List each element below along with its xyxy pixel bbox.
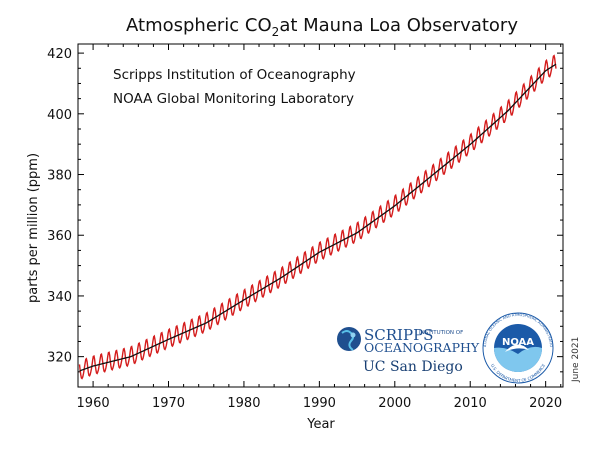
plot-frame xyxy=(77,43,564,388)
date-stamp: June 2021 xyxy=(571,337,581,383)
scripps-logo-institution: INSTITUTION OF xyxy=(419,330,463,336)
y-tick-label: 380 xyxy=(47,169,72,184)
x-tick-label: 1970 xyxy=(152,396,185,411)
y-axis-title: parts per million (ppm) xyxy=(26,153,41,303)
y-tick-label: 400 xyxy=(47,108,72,123)
chart-title-subscript: 2 xyxy=(272,25,280,39)
y-axis: 320 340 360 380 400 420 xyxy=(47,47,563,373)
annotation-scripps: Scripps Institution of Oceanography xyxy=(113,67,356,83)
scripps-logo-name: SCRIPPS xyxy=(364,326,433,344)
x-tick-label: 1960 xyxy=(77,396,110,411)
x-tick-label: 2010 xyxy=(454,396,487,411)
scripps-logo-oceanography: OCEANOGRAPHY xyxy=(364,340,480,355)
x-axis-title: Year xyxy=(306,417,335,432)
series-trend-line xyxy=(79,63,557,372)
chart-title-suffix: at Mauna Loa Observatory xyxy=(279,15,518,36)
noaa-seal-icon: NOAA NATIONAL OCEANIC AND ATMOSPHERIC AD… xyxy=(0,0,554,384)
y-tick-label: 340 xyxy=(47,290,72,305)
x-tick-label: 1980 xyxy=(227,396,260,411)
y-tick-label: 320 xyxy=(47,351,72,366)
y-tick-label: 420 xyxy=(47,47,72,62)
x-tick-label: 2020 xyxy=(529,396,562,411)
x-tick-label: 1990 xyxy=(303,396,336,411)
x-tick-label: 2000 xyxy=(378,396,411,411)
x-axis: 1960 1970 1980 1990 2000 2010 2020 xyxy=(77,44,562,411)
noaa-seal-text: NOAA xyxy=(502,337,534,348)
chart-title-main: Atmospheric CO xyxy=(126,15,272,36)
scripps-globe-icon xyxy=(337,327,361,351)
scripps-logo: SCRIPPS INSTITUTION OF OCEANOGRAPHY UC S… xyxy=(337,326,480,375)
chart-title: Atmospheric CO2at Mauna Loa Observatory xyxy=(126,15,518,39)
y-tick-label: 360 xyxy=(47,229,72,244)
ucsd-logo: UC San Diego xyxy=(363,359,463,375)
annotation-noaa: NOAA Global Monitoring Laboratory xyxy=(113,91,354,107)
noaa-seal-ring-top: NATIONAL OCEANIC AND ATMOSPHERIC ADMINIS… xyxy=(0,0,553,347)
